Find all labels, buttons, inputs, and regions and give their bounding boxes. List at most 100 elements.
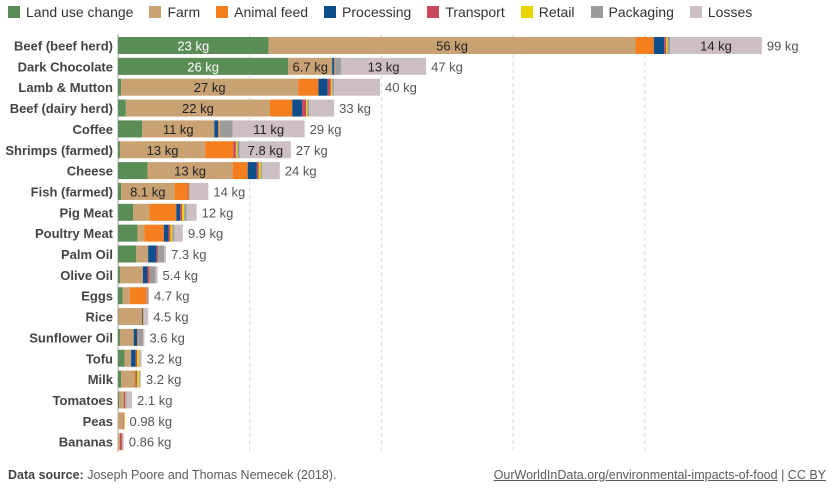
bar-segment xyxy=(143,308,144,326)
bar-segment xyxy=(133,203,150,221)
bar-segment xyxy=(260,162,263,180)
category-label: Sunflower Oil xyxy=(29,330,113,345)
bar-segment xyxy=(138,349,140,367)
bar-segment xyxy=(237,141,240,159)
category-label: Tofu xyxy=(86,351,113,366)
source-link[interactable]: OurWorldInData.org/environmental-impacts… xyxy=(493,468,778,482)
category-label: Beef (beef herd) xyxy=(14,39,113,54)
bar-segment xyxy=(288,57,333,75)
legend-item[interactable]: Packaging xyxy=(590,4,674,20)
category-label: Tomatoes xyxy=(53,393,113,408)
bar-segment xyxy=(232,162,248,180)
legend-swatch xyxy=(689,6,702,18)
chart-legend: Land use change Farm Animal feed Processing… xyxy=(8,2,768,22)
bar-segment xyxy=(667,37,671,54)
total-label: 14 kg xyxy=(213,184,245,199)
bar-segment xyxy=(122,433,123,451)
total-label: 7.3 kg xyxy=(171,247,206,262)
segment-label: 13 kg xyxy=(368,59,400,74)
segment-label: 11 kg xyxy=(163,122,194,137)
bar-segment xyxy=(123,391,126,409)
bar-segment xyxy=(118,182,122,200)
total-label: 2.1 kg xyxy=(137,393,172,408)
legend-item[interactable]: Transport xyxy=(427,4,505,20)
segment-label: 26 kg xyxy=(187,59,219,74)
bar-segment xyxy=(119,391,124,409)
category-label: Milk xyxy=(88,372,114,387)
legend-item[interactable]: Losses xyxy=(689,4,753,20)
bar-segment xyxy=(256,162,259,180)
bar-segment xyxy=(205,141,234,159)
bar-segment xyxy=(129,287,147,305)
bar-segment xyxy=(664,37,667,54)
bar-segment xyxy=(121,370,135,388)
bar-segment xyxy=(143,328,145,346)
bar-segment xyxy=(302,99,306,117)
bar-segment xyxy=(146,287,147,305)
bar-segment xyxy=(118,99,126,117)
legend-item[interactable]: Processing xyxy=(324,4,411,20)
total-label: 27 kg xyxy=(296,143,328,158)
category-label: Pig Meat xyxy=(60,205,114,220)
category-label: Beef (dairy herd) xyxy=(10,101,113,116)
bar-segment xyxy=(121,182,175,200)
bar-segment xyxy=(670,37,762,54)
data-source: Data source: Joseph Poore and Thomas Nem… xyxy=(8,468,336,482)
segment-label: 27 kg xyxy=(194,80,226,95)
bar-segment xyxy=(172,224,175,242)
legend-swatch xyxy=(8,6,20,18)
bar-segment xyxy=(218,120,219,138)
bar-segment xyxy=(118,391,120,409)
legend-item[interactable]: Animal feed xyxy=(216,4,308,20)
bar-segment xyxy=(214,120,219,138)
bar-segment xyxy=(635,37,654,54)
total-label: 3.6 kg xyxy=(149,330,184,345)
bar-segment xyxy=(137,224,145,242)
bar-segment xyxy=(136,370,137,388)
bar-segment xyxy=(139,370,141,388)
bar-segment xyxy=(298,78,319,96)
total-label: 99 kg xyxy=(767,39,799,54)
bar-segment xyxy=(184,203,187,221)
license-link[interactable]: CC BY xyxy=(787,468,826,482)
bar-segment xyxy=(118,224,138,242)
bar-segment xyxy=(124,412,125,430)
segment-label: 7.8 kg xyxy=(248,143,283,158)
bar-segment xyxy=(118,120,143,138)
category-label: Coffee xyxy=(73,122,113,137)
total-label: 24 kg xyxy=(285,164,317,179)
chart-footer: Data source: Joseph Poore and Thomas Nem… xyxy=(8,468,826,482)
legend-item[interactable]: Land use change xyxy=(8,4,133,20)
bar-segment xyxy=(163,224,169,242)
legend-item[interactable]: Retail xyxy=(520,4,575,20)
total-label: 9.9 kg xyxy=(188,226,223,241)
bar-segment xyxy=(125,391,127,409)
segment-label: 8.1 kg xyxy=(130,184,165,199)
bar-segment xyxy=(158,245,165,263)
bar-segment xyxy=(186,203,197,221)
bar-segment xyxy=(118,266,120,284)
bar-segment xyxy=(233,141,236,159)
bar-segment xyxy=(219,120,233,138)
bar-segment xyxy=(137,328,144,346)
bar-segment xyxy=(131,349,136,367)
category-label: Eggs xyxy=(81,289,113,304)
category-label: Shrimps (farmed) xyxy=(5,143,113,158)
legend-label: Losses xyxy=(707,4,753,20)
total-label: 29 kg xyxy=(310,122,342,137)
legend-swatch xyxy=(149,6,162,18)
bar-segment xyxy=(335,57,341,75)
bar-segment xyxy=(134,370,136,388)
segment-label: 56 kg xyxy=(436,39,468,54)
segment-label: 13 kg xyxy=(174,164,206,179)
segment-label: 23 kg xyxy=(177,39,209,54)
bar-segment xyxy=(247,162,257,180)
stacked-bar-chart: Beef (beef herd) 23 kg 56 kg 14 kg 99 kg Dark… xyxy=(5,34,799,452)
bar-segment xyxy=(170,224,173,242)
bar-segment xyxy=(232,120,305,138)
bar-segment xyxy=(118,308,119,326)
legend-item[interactable]: Farm xyxy=(149,4,200,20)
bar-segment xyxy=(142,266,148,284)
total-label: 12 kg xyxy=(202,205,234,220)
bar-segment xyxy=(168,224,171,242)
